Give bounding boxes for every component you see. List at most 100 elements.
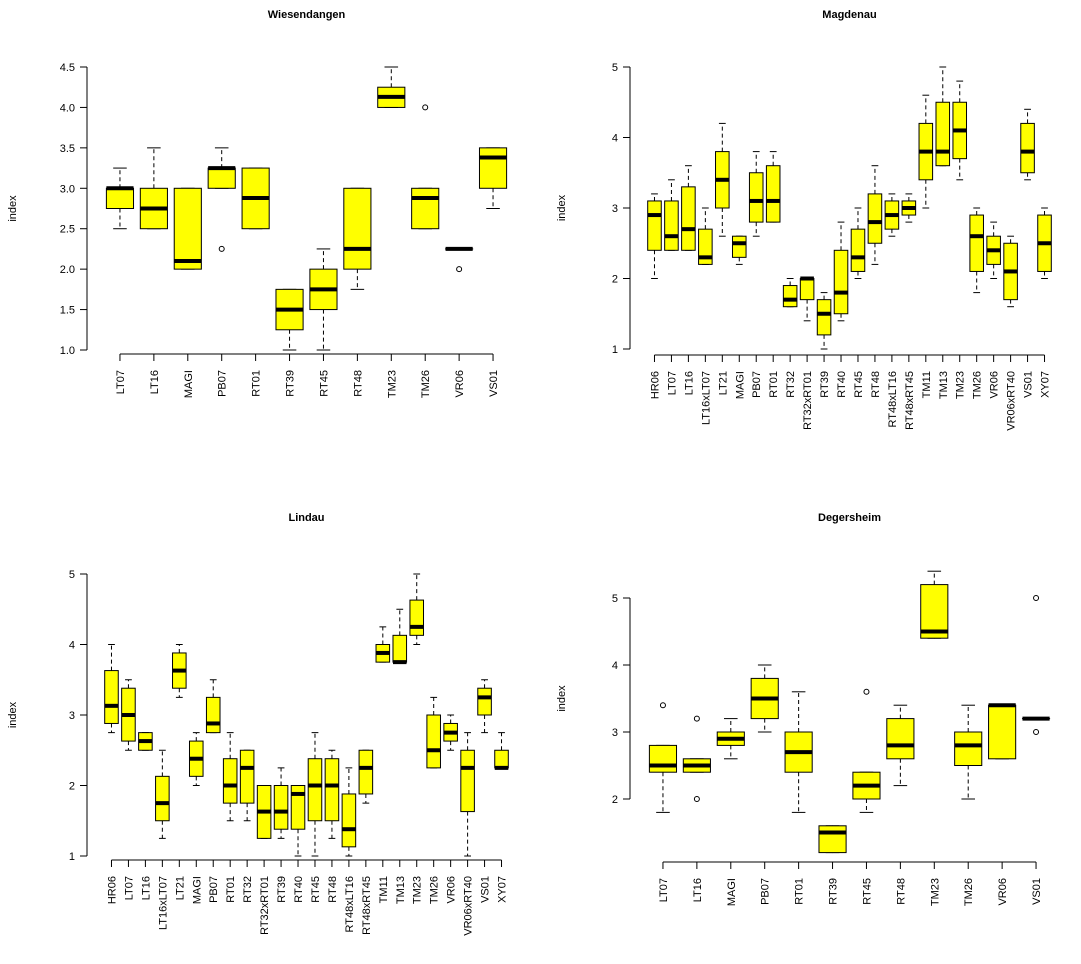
x-tick-label: TM13 xyxy=(395,876,407,904)
x-tick-label: LT16 xyxy=(683,371,695,395)
box-LT16 xyxy=(138,732,153,751)
box-TM13 xyxy=(935,66,951,167)
x-tick-label: HR06 xyxy=(106,876,118,904)
x-tick-label: RT32 xyxy=(785,371,797,398)
x-tick-label: LT21 xyxy=(717,371,729,395)
box-RT48 xyxy=(867,165,883,265)
x-tick-label: LT07 xyxy=(115,370,127,394)
outlier-point xyxy=(659,702,666,709)
box-RT32xRT01 xyxy=(799,276,815,322)
box-body xyxy=(954,731,983,766)
box-VS01 xyxy=(478,147,508,209)
box-body xyxy=(105,187,135,210)
box-body xyxy=(426,714,441,769)
y-axis-label: index xyxy=(7,701,19,728)
box-RT32 xyxy=(782,278,798,308)
box-body xyxy=(343,187,372,270)
box-VS01 xyxy=(1020,108,1035,181)
box-HR06 xyxy=(647,193,662,279)
chart-title: Magdenau xyxy=(822,9,876,21)
box-body xyxy=(478,147,508,189)
y-tick-label: 2.5 xyxy=(60,224,75,236)
box-TM23 xyxy=(920,570,949,639)
x-tick-label: VR06 xyxy=(997,878,1009,906)
box-RT45 xyxy=(852,688,881,813)
x-tick-label: LT16xLT07 xyxy=(700,371,712,425)
x-tick-label: LT16xLT07 xyxy=(157,876,169,930)
y-tick-label: 3 xyxy=(612,203,618,215)
box-RT45 xyxy=(307,732,323,857)
x-tick-label: RT48 xyxy=(895,878,907,905)
outlier-point xyxy=(456,266,463,273)
box-body xyxy=(748,172,764,223)
y-tick-label: 1.0 xyxy=(60,345,75,357)
x-tick-label: RT39 xyxy=(285,370,297,397)
box-VR06 xyxy=(988,703,1017,760)
box-XY07 xyxy=(1037,207,1052,279)
x-tick-label: RT48xRT45 xyxy=(361,876,373,935)
y-tick-label: 2 xyxy=(69,781,75,793)
box-body xyxy=(681,186,696,251)
box-RT48 xyxy=(324,749,340,839)
x-tick-label: RT45 xyxy=(318,370,330,397)
outlier-point xyxy=(422,104,429,111)
box-body xyxy=(205,696,221,734)
x-tick-label: PB07 xyxy=(217,370,229,397)
box-body xyxy=(341,793,357,848)
box-RT48xRT45 xyxy=(358,749,374,804)
x-tick-label: VR06xRT40 xyxy=(1006,371,1018,431)
x-tick-label: LT07 xyxy=(123,876,135,900)
box-body xyxy=(969,214,984,272)
box-LT07 xyxy=(648,702,678,813)
box-body xyxy=(239,749,255,804)
box-RT39 xyxy=(275,288,304,351)
box-LT16 xyxy=(681,165,696,251)
box-RT01 xyxy=(222,732,238,822)
panel-magdenau: Magdenau index 1 2 3 4 5 HR06 LT07 LT16 LT16xLT0… xyxy=(556,9,1052,431)
box-TM23 xyxy=(377,66,406,108)
x-tick-label: LT16 xyxy=(692,878,704,902)
x-tick-label: VS01 xyxy=(1031,878,1043,905)
x-tick-label: VS01 xyxy=(1023,371,1035,398)
box-RT45 xyxy=(850,207,866,279)
box-VR06 xyxy=(443,714,458,751)
x-tick-label: TM11 xyxy=(921,371,933,398)
box-body xyxy=(207,167,236,189)
box-VR06xRT40 xyxy=(460,732,475,857)
outlier-point xyxy=(1033,729,1040,735)
panel-wiesendangen: Wiesendangen index 1.0 1.5 2.0 2.5 3.0 3.5 4.0… xyxy=(7,9,508,398)
box-RT32 xyxy=(239,749,255,822)
x-tick-label: RT39 xyxy=(276,876,288,903)
x-tick-label: XY07 xyxy=(497,876,509,903)
x-tick-label: TM23 xyxy=(955,371,967,399)
box-TM13 xyxy=(392,608,408,665)
panel-degersheim: Degersheim index 2 3 4 5 LT07 LT16 MAGI PB07 RT0… xyxy=(556,512,1051,906)
chart-title: Lindau xyxy=(288,512,324,524)
y-tick-label: 4.0 xyxy=(60,102,75,114)
box-body xyxy=(850,228,866,272)
outlier-point xyxy=(863,688,870,695)
x-tick-label: RT40 xyxy=(836,371,848,398)
y-tick-label: 3.5 xyxy=(60,143,75,155)
x-tick-label: TM13 xyxy=(938,371,950,399)
y-tick-label: 4 xyxy=(69,640,75,652)
y-tick-label: 3 xyxy=(612,727,618,739)
x-tick-label: VR06xRT40 xyxy=(463,876,475,936)
x-tick-label: LT16 xyxy=(149,370,161,394)
box-RT48xLT16 xyxy=(341,767,357,857)
y-tick-label: 4.5 xyxy=(60,62,75,74)
box-body xyxy=(648,744,678,773)
x-tick-label: TM26 xyxy=(420,370,432,398)
x-tick-label: HR06 xyxy=(649,371,661,399)
y-tick-label: 1 xyxy=(612,344,618,356)
chart-title: Degersheim xyxy=(818,512,881,524)
box-body xyxy=(920,584,949,639)
box-RT01 xyxy=(784,691,813,813)
box-LT16xLT07 xyxy=(698,207,713,265)
box-TM23 xyxy=(952,80,968,181)
box-VS01 xyxy=(1021,595,1051,735)
y-tick-label: 4 xyxy=(612,133,618,145)
box-TM11 xyxy=(375,626,391,663)
outlier-point xyxy=(1033,595,1040,601)
x-tick-label: VS01 xyxy=(480,876,492,903)
